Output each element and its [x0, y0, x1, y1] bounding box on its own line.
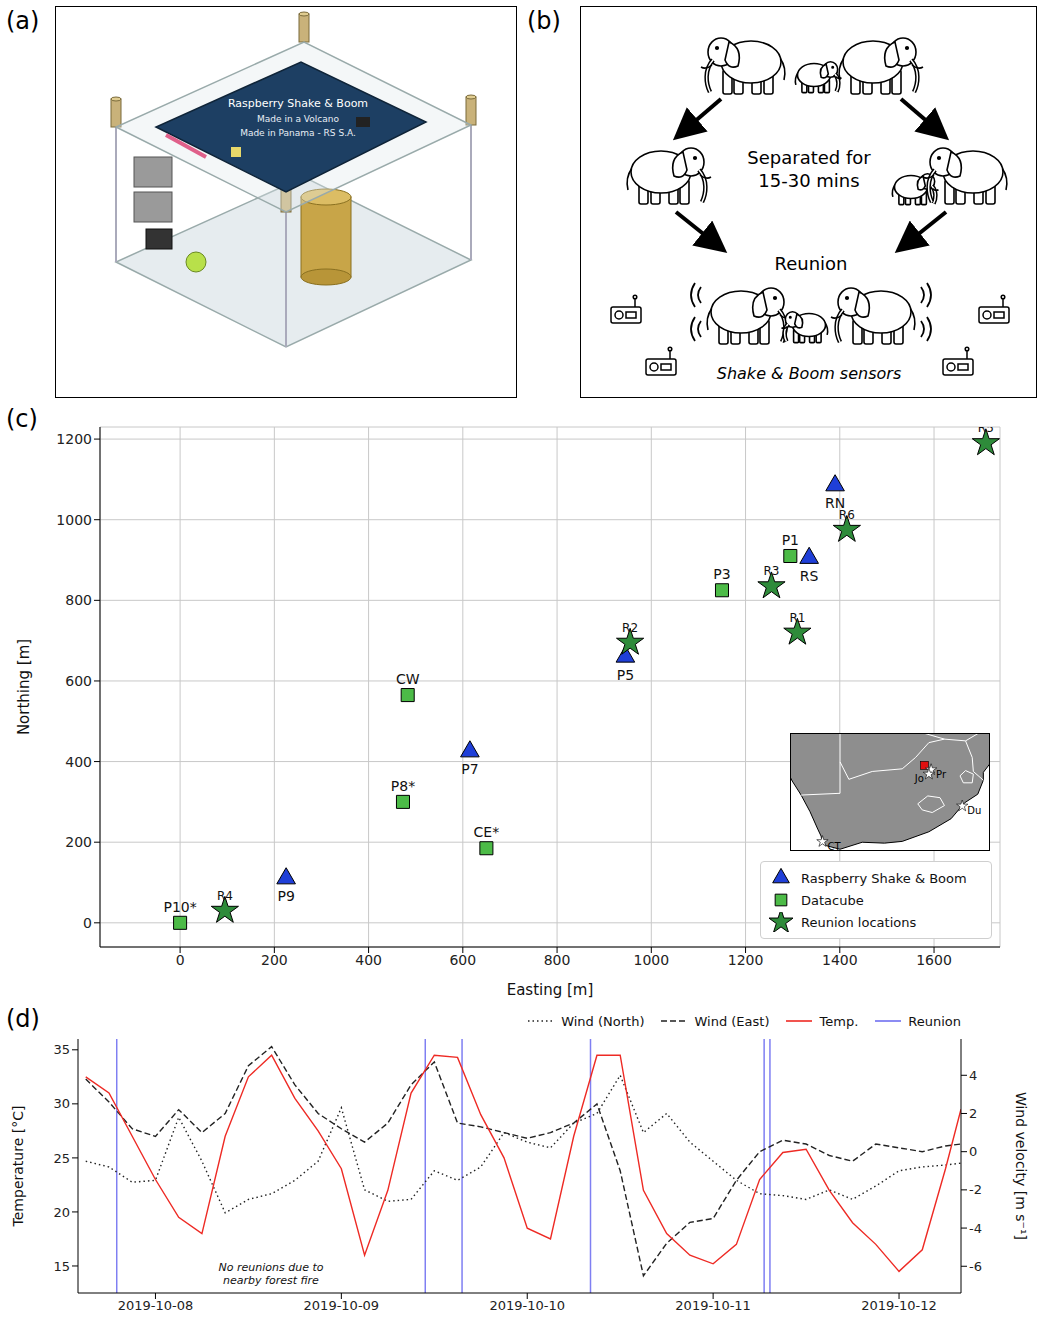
svg-text:200: 200	[65, 834, 92, 850]
html-text:Reunion: Reunion	[908, 1013, 961, 1029]
svg-text:P10*: P10*	[163, 899, 196, 915]
svg-text:Shake & Boom sensors: Shake & Boom sensors	[717, 364, 901, 383]
svg-text:1600: 1600	[916, 952, 952, 968]
svg-text:Easting [m]: Easting [m]	[507, 981, 594, 999]
svg-text:1000: 1000	[56, 512, 92, 528]
html-text:No reunions due to: No reunions due to	[218, 1261, 324, 1274]
svg-text:P5: P5	[617, 667, 634, 683]
svg-text:1400: 1400	[822, 952, 858, 968]
svg-text:Reunion: Reunion	[774, 253, 847, 274]
svg-text:0: 0	[969, 1144, 977, 1159]
svg-text:CW: CW	[396, 671, 420, 687]
svg-text:CE*: CE*	[474, 824, 500, 840]
svg-text:15-30 mins: 15-30 mins	[758, 170, 859, 191]
svg-text:35: 35	[53, 1042, 70, 1057]
svg-text:-6: -6	[969, 1259, 982, 1274]
svg-text:600: 600	[65, 673, 92, 689]
svg-text:15: 15	[53, 1259, 70, 1274]
svg-text:2019-10-12: 2019-10-12	[861, 1298, 937, 1313]
html-text:Wind (East): Wind (East)	[694, 1013, 770, 1029]
svg-text:-2: -2	[969, 1182, 982, 1197]
svg-text:Northing [m]: Northing [m]	[15, 639, 33, 735]
svg-text:R3: R3	[763, 564, 779, 578]
svg-text:600: 600	[449, 952, 476, 968]
svg-text:800: 800	[544, 952, 571, 968]
svg-text:0: 0	[176, 952, 185, 968]
html-text:Raspberry Shake & Boom: Raspberry Shake & Boom	[801, 870, 967, 886]
svg-text:-4: -4	[969, 1221, 982, 1236]
svg-text:30: 30	[53, 1096, 70, 1111]
svg-text:R2: R2	[622, 621, 638, 635]
svg-text:RN: RN	[825, 495, 846, 512]
svg-text:CT: CT	[827, 841, 841, 851]
html-text:(c): (c)	[6, 405, 38, 433]
svg-text:Made in Panama - RS S.A.: Made in Panama - RS S.A.	[240, 128, 356, 138]
svg-text:Du: Du	[967, 805, 981, 816]
html-text:(a): (a)	[6, 7, 40, 35]
html-text:(d): (d)	[6, 1005, 40, 1033]
html-text:(b): (b)	[527, 7, 561, 35]
svg-text:Pr: Pr	[936, 769, 947, 780]
svg-text:25: 25	[53, 1151, 70, 1166]
html-text:Datacube: Datacube	[801, 892, 864, 908]
html-text:Temp.: Temp.	[819, 1013, 859, 1029]
svg-text:P1: P1	[782, 532, 799, 548]
svg-text:2019-10-09: 2019-10-09	[304, 1298, 380, 1313]
svg-text:20: 20	[53, 1205, 70, 1220]
svg-text:400: 400	[65, 754, 92, 770]
html-text:Wind (North): Wind (North)	[561, 1013, 645, 1029]
svg-text:P3: P3	[713, 566, 730, 582]
svg-text:200: 200	[261, 952, 288, 968]
svg-text:2019-10-11: 2019-10-11	[675, 1298, 751, 1313]
svg-text:800: 800	[65, 592, 92, 608]
svg-text:P9: P9	[277, 888, 294, 904]
html-text:nearby forest fire: nearby forest fire	[223, 1274, 319, 1287]
svg-text:1200: 1200	[728, 952, 764, 968]
svg-text:2: 2	[969, 1106, 977, 1121]
html-text:Reunion locations: Reunion locations	[801, 914, 917, 930]
svg-text:Separated for: Separated for	[747, 147, 871, 168]
svg-text:0: 0	[83, 915, 92, 931]
svg-text:1000: 1000	[633, 952, 669, 968]
svg-text:2019-10-08: 2019-10-08	[118, 1298, 194, 1313]
svg-text:Raspberry Shake & Boom: Raspberry Shake & Boom	[228, 97, 368, 110]
svg-text:4: 4	[969, 1068, 977, 1083]
svg-text:P7: P7	[461, 761, 478, 777]
svg-text:P8*: P8*	[391, 778, 415, 794]
svg-text:Made in a Volcano: Made in a Volcano	[257, 114, 339, 124]
svg-text:1200: 1200	[56, 431, 92, 447]
svg-text:R4: R4	[217, 889, 233, 903]
svg-text:Temperature [°C]: Temperature [°C]	[10, 1106, 26, 1228]
svg-text:RS: RS	[800, 568, 819, 584]
svg-text:R1: R1	[789, 611, 805, 625]
svg-text:2019-10-10: 2019-10-10	[489, 1298, 565, 1313]
svg-text:Wind velocity [m s⁻¹]: Wind velocity [m s⁻¹]	[1013, 1092, 1029, 1240]
svg-text:R6: R6	[839, 508, 855, 522]
svg-text:R5: R5	[978, 427, 994, 435]
svg-text:400: 400	[355, 952, 382, 968]
svg-text:Jo: Jo	[914, 773, 924, 784]
